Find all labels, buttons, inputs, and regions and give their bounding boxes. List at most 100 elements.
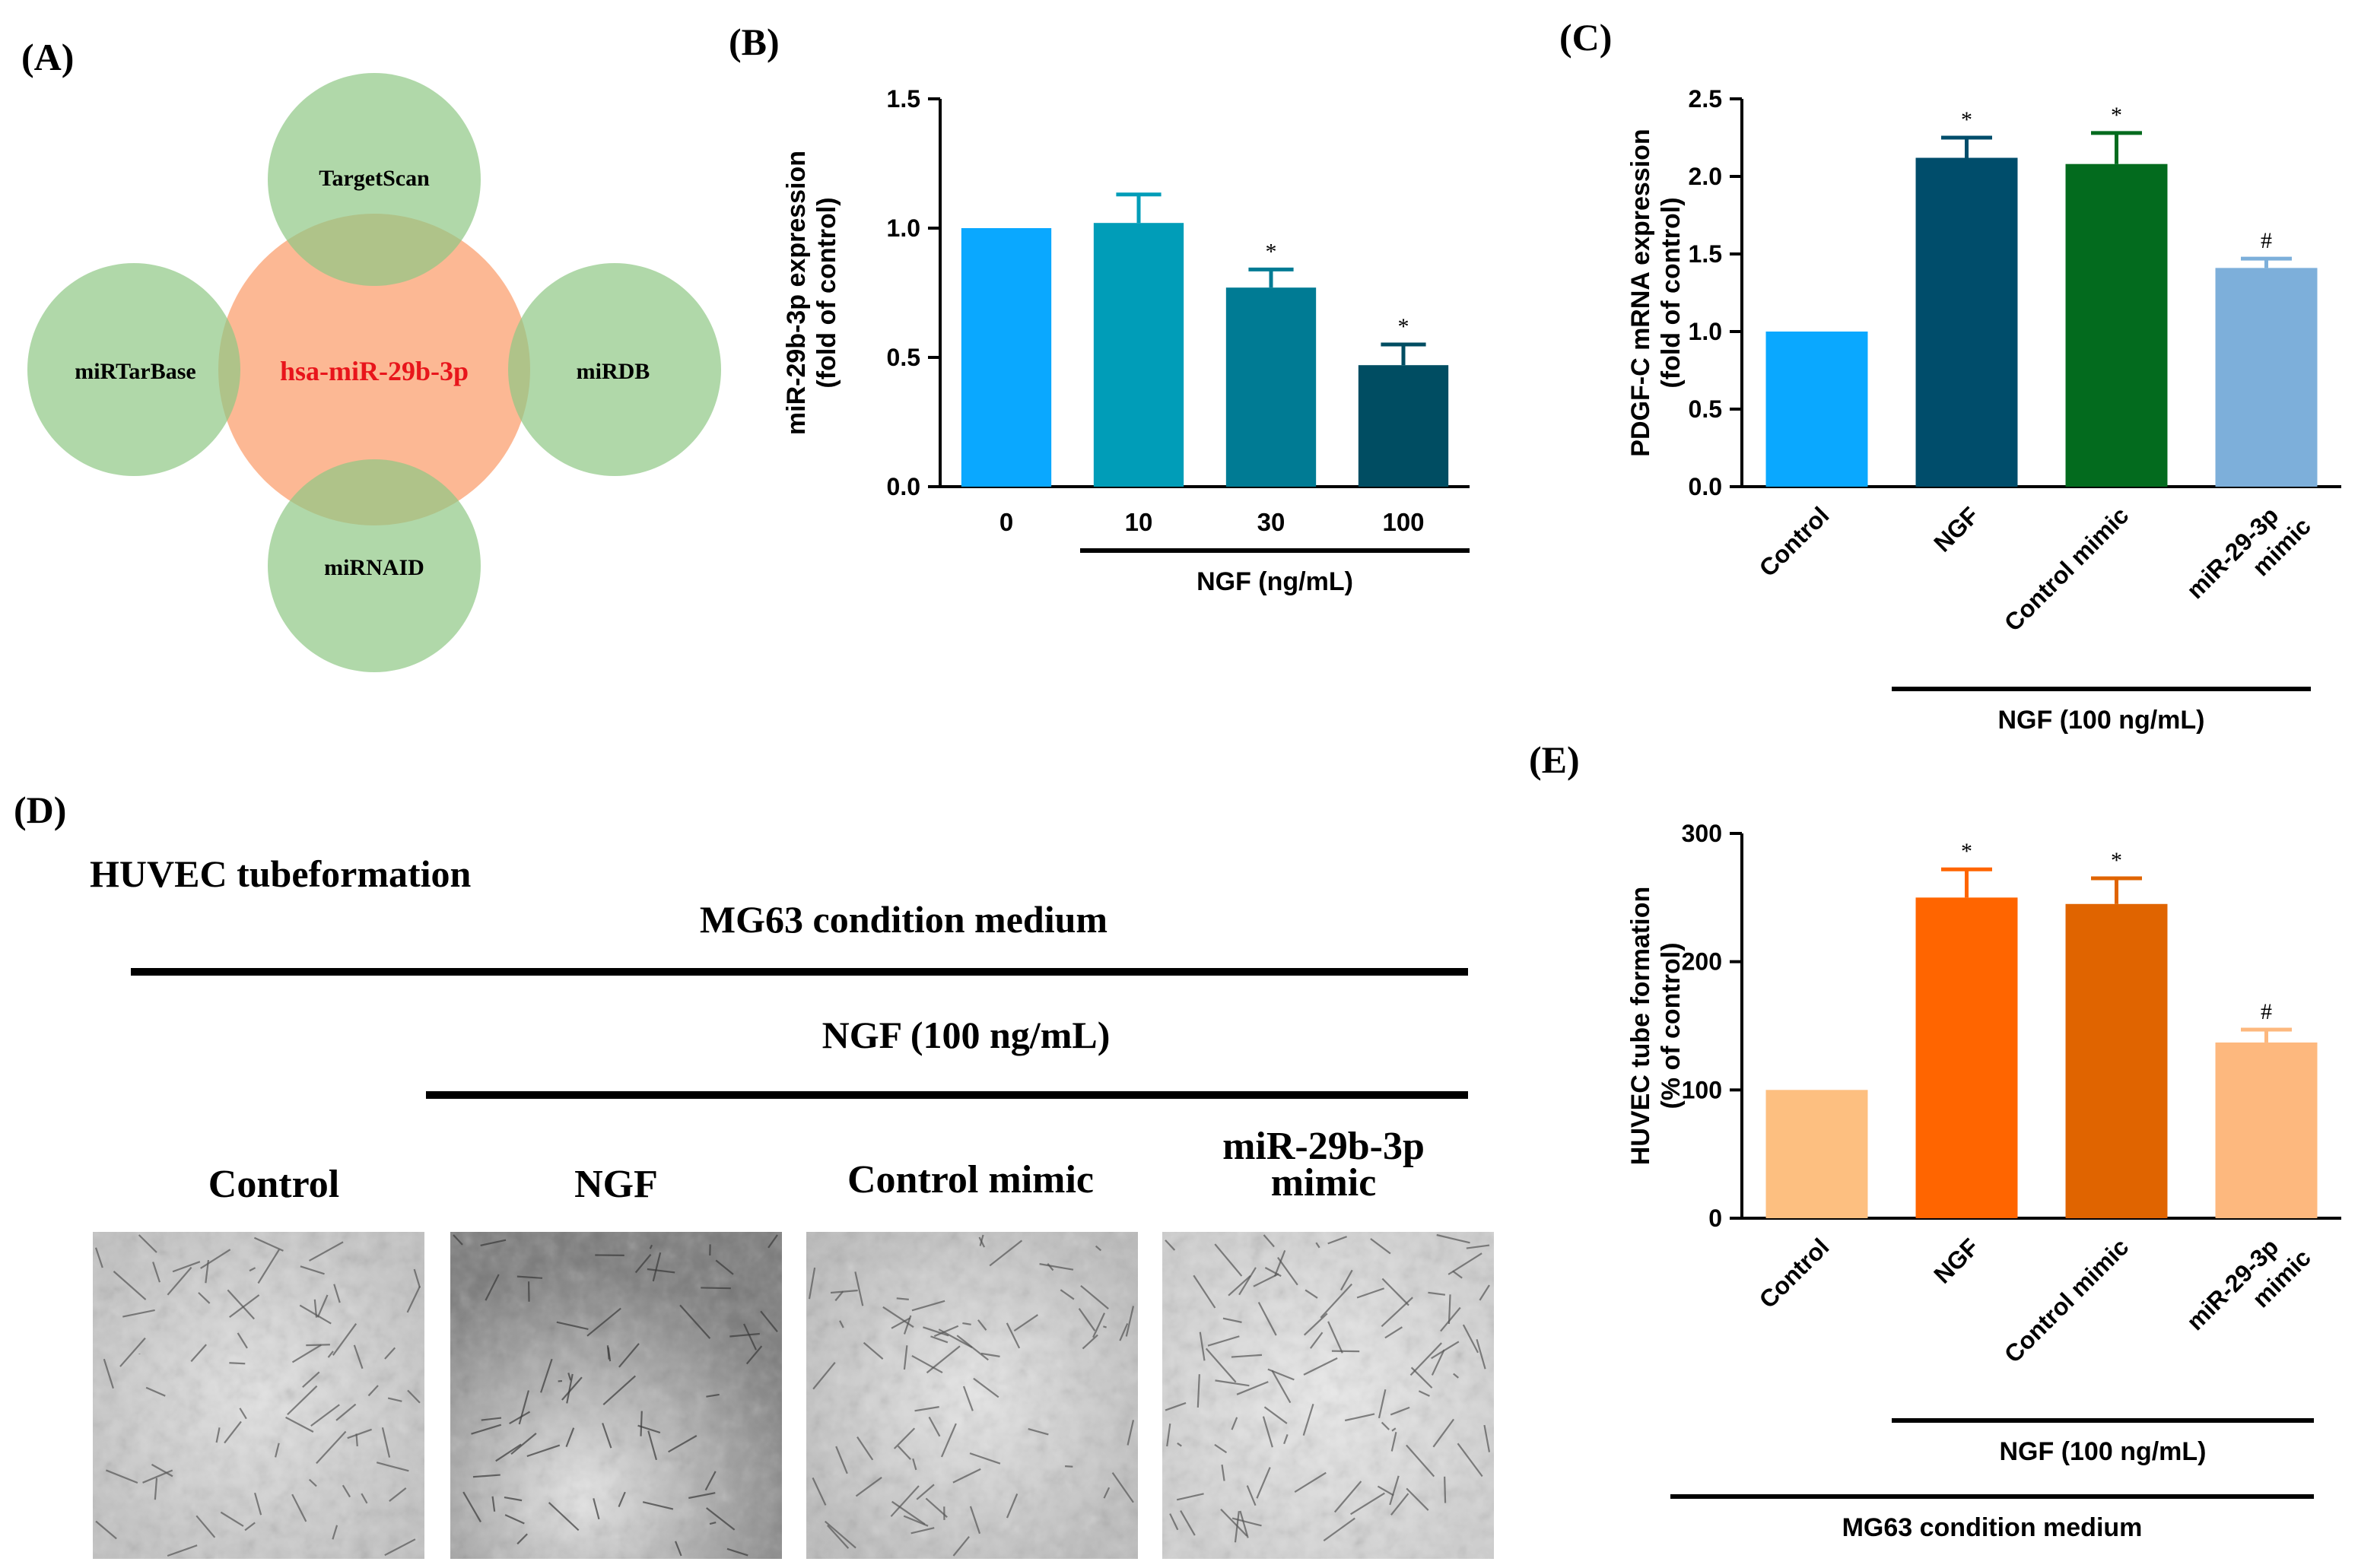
y-tick-label: 1.5: [1689, 240, 1722, 268]
tube-segment: [1205, 1347, 1237, 1383]
tube-segment: [95, 1520, 117, 1540]
tube-segment: [812, 1361, 836, 1390]
tube-segment: [808, 1267, 816, 1300]
tube-segment: [1193, 1274, 1216, 1309]
tube-segment: [1119, 1322, 1129, 1341]
tube-segment: [634, 1254, 652, 1274]
micrograph-mir-mimic: [1162, 1232, 1494, 1559]
tube-segment: [257, 1249, 280, 1284]
tube-segment: [980, 1352, 1000, 1357]
tube-segment: [1231, 1417, 1238, 1430]
tube-segment: [407, 1389, 421, 1404]
tube-segment: [1246, 1485, 1257, 1506]
tube-formation-panel: HUVEC tubeformation MG63 condition mediu…: [90, 852, 1494, 1559]
tube-segment: [1039, 1263, 1074, 1271]
tube-segment: [903, 1315, 912, 1335]
tube-segment: [914, 1406, 939, 1412]
tube-segment: [254, 1492, 262, 1516]
tube-ngf-label: NGF (100 ng/mL): [822, 1014, 1111, 1056]
tube-segment: [302, 1371, 320, 1389]
venn-top-label: TargetScan: [319, 166, 430, 191]
tube-segment: [916, 1484, 935, 1500]
group-label: NGF (100 ng/mL): [1999, 1437, 2206, 1466]
tube-segment: [1418, 1390, 1430, 1397]
y-tick-label: 0.0: [1689, 473, 1722, 500]
tube-segment: [1263, 1406, 1288, 1424]
significance-mark: *: [1398, 314, 1409, 339]
tube-segment: [977, 1319, 987, 1331]
tube-segment: [1428, 1291, 1446, 1296]
tube-segment: [910, 1527, 935, 1535]
tube-segment: [1065, 1465, 1073, 1468]
tube-segment: [335, 1403, 357, 1421]
tube-segment: [504, 1514, 525, 1525]
tube-segment: [1378, 1389, 1387, 1419]
tube-segment: [952, 1468, 981, 1484]
tube-segment: [376, 1462, 409, 1472]
x-tick-label: Control: [1754, 501, 1835, 582]
tube-segment: [310, 1404, 340, 1427]
tube-segment: [891, 1317, 910, 1329]
tube-segment: [1406, 1487, 1429, 1511]
significance-mark: #: [2261, 228, 2272, 253]
tube-segment: [119, 1337, 146, 1367]
tube-segment: [485, 1274, 500, 1301]
tube-segment: [561, 1376, 583, 1401]
tube-segment: [198, 1292, 211, 1304]
significance-mark: *: [2111, 103, 2122, 128]
tube-segment: [389, 1487, 407, 1502]
tube-segment: [1103, 1487, 1111, 1499]
tube-segment: [361, 1493, 368, 1504]
tube-segment: [1273, 1249, 1286, 1277]
tube-segment: [618, 1343, 640, 1368]
y-tick-label: 1.0: [887, 214, 920, 242]
tube-segment: [1436, 1233, 1470, 1244]
tube-segment: [743, 1323, 758, 1351]
panel-label-e: (E): [1529, 738, 1580, 781]
tube-segment: [824, 1520, 856, 1549]
tube-segment: [1111, 1471, 1134, 1503]
tube-segment: [215, 1427, 221, 1443]
venn-bottom-circle: [268, 459, 481, 672]
tube-segment: [1256, 1467, 1271, 1499]
bar: [1093, 223, 1184, 487]
tube-segment: [911, 1354, 943, 1374]
tube-segment: [602, 1423, 612, 1449]
tube-segment: [1078, 1308, 1096, 1332]
tube-segment: [342, 1484, 351, 1498]
tube-segment: [1381, 1297, 1413, 1328]
tube-segment: [142, 1469, 173, 1484]
tube-segment: [510, 1433, 537, 1455]
tube-segment: [647, 1430, 658, 1461]
tube-segment: [480, 1239, 507, 1246]
tube-segment: [481, 1417, 502, 1421]
bar: [961, 228, 1052, 487]
tube-segment: [190, 1344, 207, 1363]
significance-mark: #: [2261, 999, 2272, 1024]
y-tick-label: 0.0: [887, 473, 920, 500]
tube-segment: [863, 1341, 884, 1360]
tube-segment: [688, 1492, 716, 1500]
tube-segment: [1323, 1517, 1355, 1541]
chart-b: 0.0 0.5 1.0 1.5 miR-29b-3p expression(fold o…: [782, 85, 1470, 596]
tube-segment: [1228, 1274, 1251, 1297]
tube-segment: [835, 1446, 848, 1474]
tube-segment: [526, 1444, 561, 1458]
panel-label-a: (A): [21, 36, 74, 78]
tube-segment: [729, 1332, 760, 1338]
tube-segment: [516, 1533, 528, 1545]
y-tick-label: 0.5: [887, 344, 920, 371]
y-tick-label: 1.5: [887, 85, 920, 113]
tube-segment: [462, 1491, 481, 1522]
tube-segment: [224, 1420, 242, 1444]
group-label: NGF (ng/mL): [1196, 567, 1353, 596]
panel-label-d: (D): [14, 789, 66, 831]
x-tick-label: 100: [1382, 508, 1424, 536]
chart-e: 0 100 200 300 HUVEC tube formation(% of cont…: [1626, 820, 2341, 1542]
tube-segment: [1013, 1314, 1038, 1332]
tube-segment: [227, 1289, 255, 1320]
tube-segment: [969, 1452, 1001, 1465]
significance-mark: *: [2111, 848, 2122, 873]
